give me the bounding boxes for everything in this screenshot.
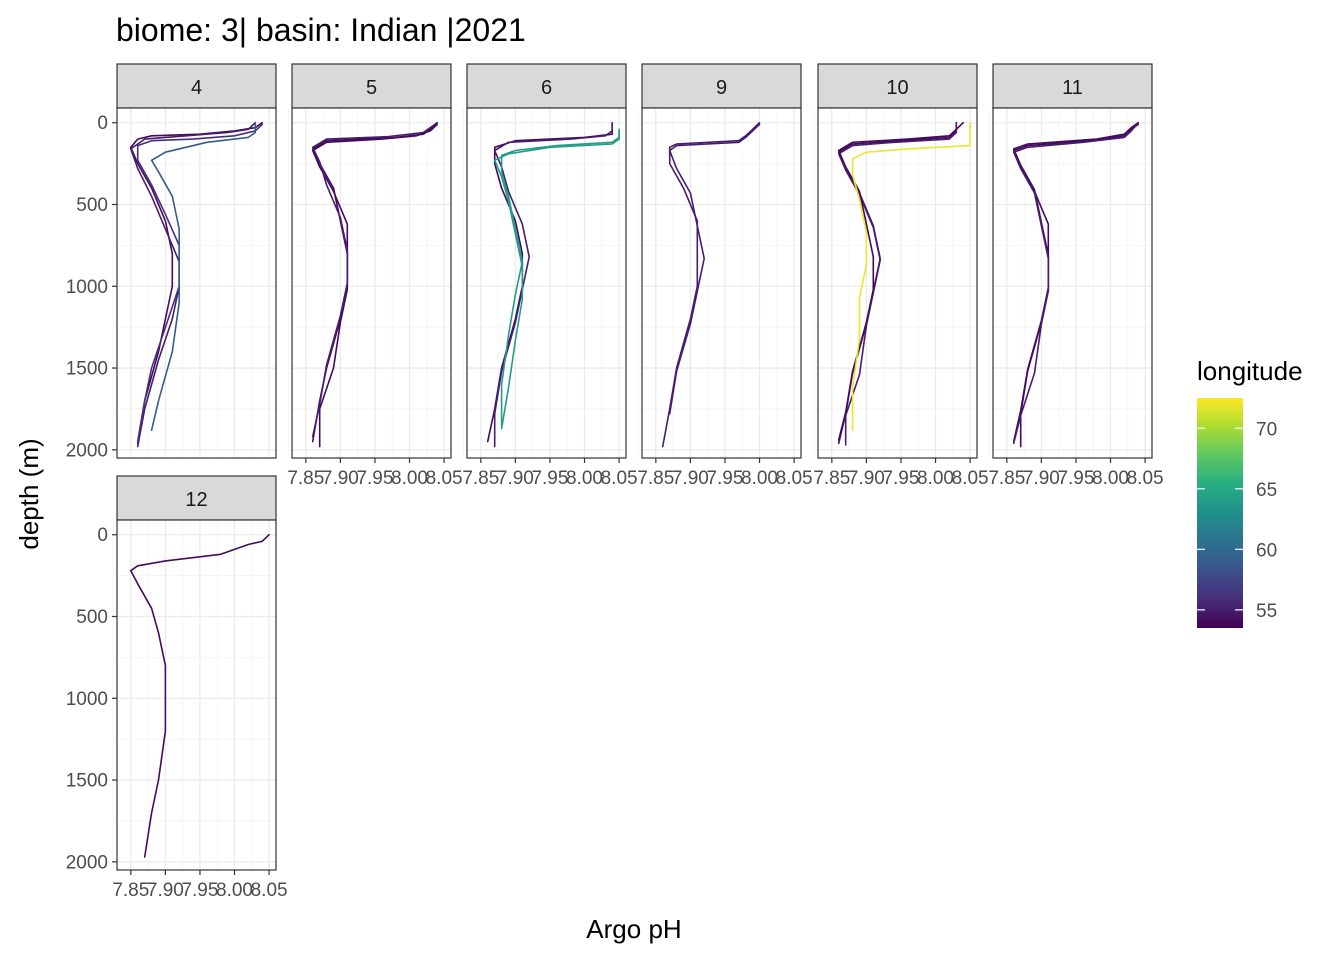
- panel-background: [117, 108, 276, 458]
- x-tick-label: 8.00: [566, 468, 603, 489]
- y-axis-title: depth (m): [14, 438, 44, 549]
- profile-line: [661, 121, 761, 448]
- x-tick-label: 7.95: [1057, 468, 1094, 489]
- facet-panels: 4050010001500200057.857.907.958.008.0567…: [66, 63, 1164, 901]
- facet-strip-label: 5: [366, 77, 377, 99]
- x-tick-label: 7.90: [322, 468, 359, 489]
- panel-background: [117, 520, 276, 870]
- panel-border: [817, 107, 978, 459]
- facet-strip: [116, 475, 277, 521]
- facet-strip: [116, 63, 277, 109]
- legend-title: longitude: [1197, 356, 1303, 386]
- x-tick-label: 7.85: [988, 468, 1025, 489]
- facet-strip-label: 12: [185, 489, 207, 511]
- legend-tick-label: 55: [1256, 601, 1277, 622]
- x-tick-label: 8.05: [1127, 468, 1164, 489]
- x-tick-label: 7.85: [462, 468, 499, 489]
- y-tick-label: 2000: [66, 440, 108, 461]
- panel-border: [466, 107, 627, 459]
- panel-border: [992, 107, 1153, 459]
- legend-tick-label: 60: [1256, 540, 1277, 561]
- x-tick-label: 8.05: [601, 468, 638, 489]
- y-tick-label: 1000: [66, 277, 108, 298]
- x-tick-label: 7.95: [356, 468, 393, 489]
- x-tick-label: 7.95: [882, 468, 919, 489]
- x-tick-label: 7.85: [813, 468, 850, 489]
- y-tick-label: 1500: [66, 771, 108, 792]
- legend-tick-label: 70: [1256, 419, 1277, 440]
- panel-border: [291, 107, 452, 459]
- facet-strip-label: 10: [886, 77, 908, 99]
- facet-strip-label: 6: [541, 77, 552, 99]
- facet-strip-label: 4: [191, 77, 202, 99]
- x-tick-label: 7.90: [1023, 468, 1060, 489]
- facet-panel-11: 11 7.857.907.958.008.05: [988, 63, 1164, 489]
- x-tick-label: 8.00: [1092, 468, 1129, 489]
- x-tick-label: 7.90: [672, 468, 709, 489]
- profile-line: [311, 123, 438, 448]
- facet-strip: [641, 63, 802, 109]
- y-tick-label: 1500: [66, 359, 108, 380]
- y-tick-label: 0: [97, 525, 108, 546]
- x-tick-label: 8.05: [776, 468, 813, 489]
- facet-panel-10: 10 7.857.907.958.008.05: [813, 63, 989, 489]
- profile-line: [1012, 121, 1139, 445]
- facet-panel-4: 4 0 500 1000 1500 2000: [66, 63, 277, 461]
- facet-strip-label: 9: [716, 77, 727, 99]
- y-tick-label: 2000: [66, 852, 108, 873]
- panel-background: [292, 108, 451, 458]
- profile-line: [851, 121, 971, 431]
- profile-line: [150, 121, 257, 431]
- x-tick-label: 7.90: [497, 468, 534, 489]
- y-tick-label: 1000: [66, 689, 108, 710]
- x-tick-label: 7.85: [112, 880, 149, 901]
- profile-line: [136, 123, 263, 445]
- profile-line: [493, 130, 620, 430]
- x-tick-label: 8.05: [251, 880, 288, 901]
- facet-panel-9: 9 7.857.907.958.008.05: [637, 63, 813, 489]
- x-tick-label: 8.00: [917, 468, 954, 489]
- legend-tick-label: 65: [1256, 480, 1277, 501]
- x-tick-label: 7.90: [147, 880, 184, 901]
- x-tick-label: 7.85: [287, 468, 324, 489]
- chart-title: biome: 3| basin: Indian |2021: [116, 12, 526, 48]
- panel-border: [641, 107, 802, 459]
- color-legend: longitude 55 60 65 70: [1197, 356, 1303, 628]
- panel-background: [467, 108, 626, 458]
- facet-strip: [992, 63, 1153, 109]
- x-tick-label: 7.95: [531, 468, 568, 489]
- legend-colorbar: [1197, 398, 1243, 628]
- facet-panel-5: 5 7.857.907.958.008.05: [287, 63, 463, 489]
- x-tick-label: 8.00: [741, 468, 778, 489]
- panel-border: [116, 107, 277, 459]
- facet-strip: [466, 63, 627, 109]
- x-tick-label: 8.05: [952, 468, 989, 489]
- y-tick-label: 500: [76, 607, 108, 628]
- profile-line: [130, 533, 270, 858]
- x-tick-label: 7.95: [706, 468, 743, 489]
- profile-line: [668, 123, 761, 415]
- profile-line: [500, 128, 620, 427]
- x-tick-label: 7.90: [848, 468, 885, 489]
- facet-strip-label: 11: [1062, 77, 1083, 99]
- facet-panel-6: 6 7.857.907.958.008.05: [462, 63, 638, 489]
- panel-border: [116, 519, 277, 871]
- y-tick-label: 0: [97, 113, 108, 134]
- profile-line: [311, 121, 438, 438]
- y-tick-label: 500: [76, 195, 108, 216]
- x-axis-title: Argo pH: [586, 914, 681, 944]
- x-tick-label: 7.95: [181, 880, 218, 901]
- x-tick-label: 8.00: [216, 880, 253, 901]
- x-tick-label: 8.05: [426, 468, 463, 489]
- panel-background: [642, 108, 801, 458]
- profile-line: [130, 121, 257, 448]
- x-tick-label: 7.85: [637, 468, 674, 489]
- x-tick-label: 8.00: [391, 468, 428, 489]
